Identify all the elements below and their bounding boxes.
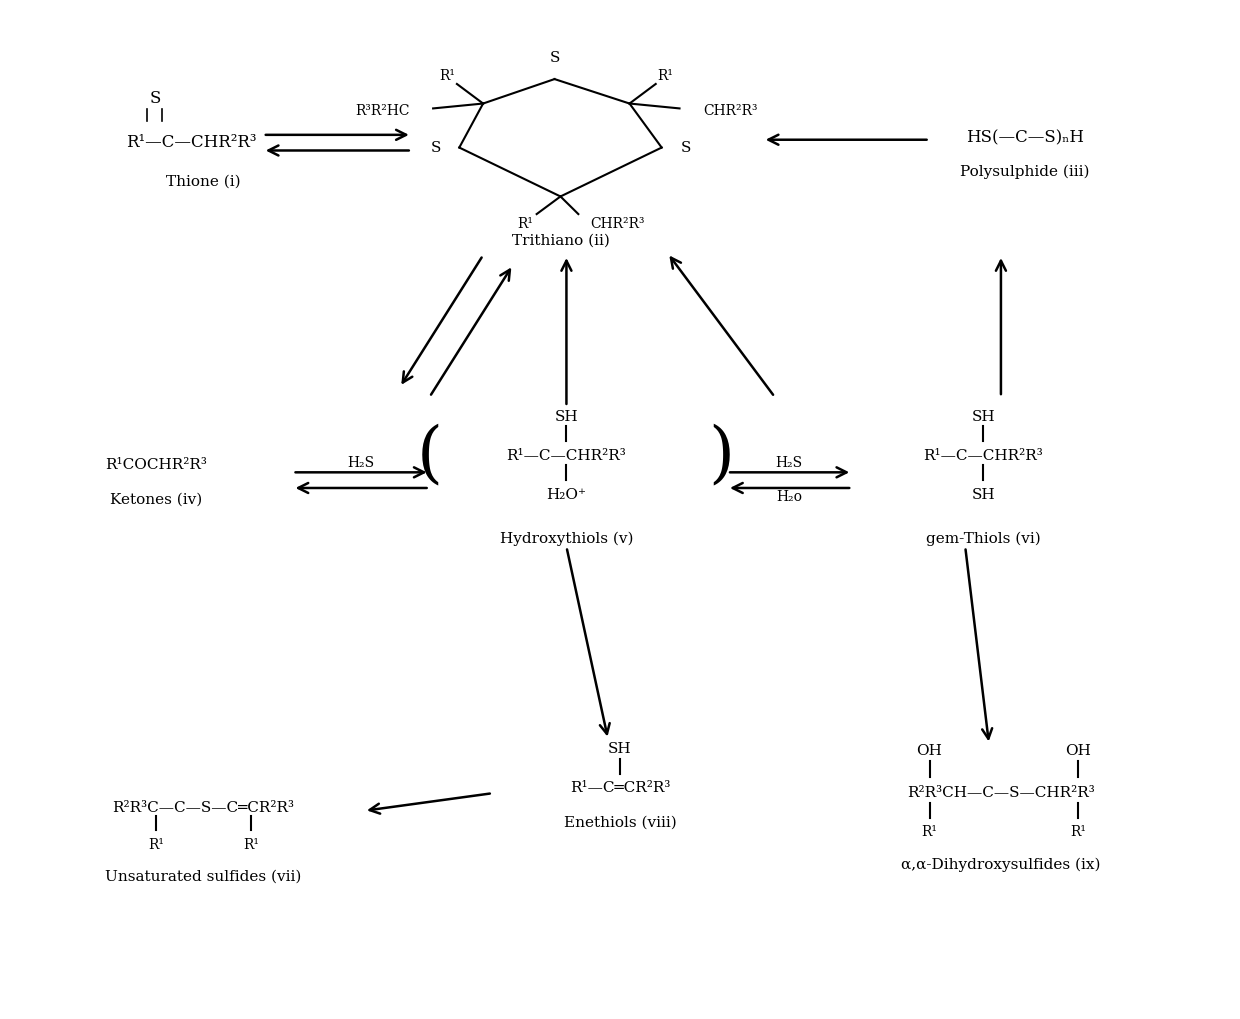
- Text: CHR²R³: CHR²R³: [703, 104, 758, 118]
- Text: Thione (i): Thione (i): [166, 175, 241, 189]
- Text: (: (: [417, 423, 443, 488]
- Text: H₂o: H₂o: [776, 490, 802, 503]
- Text: R¹: R¹: [439, 69, 455, 84]
- Text: S: S: [681, 141, 691, 155]
- Text: S: S: [150, 90, 161, 107]
- Text: OH: OH: [916, 744, 942, 758]
- Text: R³R²HC: R³R²HC: [355, 104, 409, 118]
- Text: S: S: [549, 51, 559, 64]
- Text: R¹: R¹: [148, 838, 164, 852]
- Text: Unsaturated sulfides (vii): Unsaturated sulfides (vii): [105, 869, 301, 883]
- Text: R¹: R¹: [657, 69, 673, 84]
- Text: OH: OH: [1065, 744, 1091, 758]
- Text: H₂S: H₂S: [775, 455, 802, 470]
- Text: gem-Thiols (vi): gem-Thiols (vi): [926, 532, 1040, 546]
- Text: CHR²R³: CHR²R³: [590, 217, 645, 231]
- Text: R¹: R¹: [517, 217, 533, 231]
- Text: R²R³C—C—S—C═CR²R³: R²R³C—C—S—C═CR²R³: [113, 801, 294, 815]
- Text: H₂O⁺: H₂O⁺: [547, 488, 587, 501]
- Text: ): ): [708, 423, 734, 488]
- Text: R¹—C—CHR²R³: R¹—C—CHR²R³: [924, 448, 1043, 463]
- Text: Ketones (iv): Ketones (iv): [109, 493, 202, 506]
- Text: α,α-Dihydroxysulfides (ix): α,α-Dihydroxysulfides (ix): [901, 857, 1101, 872]
- Text: R¹—C═CR²R³: R¹—C═CR²R³: [570, 782, 670, 795]
- Text: R¹: R¹: [921, 825, 937, 840]
- Text: SH: SH: [554, 410, 578, 424]
- Text: H₂S: H₂S: [347, 455, 374, 470]
- Text: Hydroxythiols (v): Hydroxythiols (v): [500, 532, 634, 546]
- Text: R¹COCHR²R³: R¹COCHR²R³: [105, 459, 207, 473]
- Text: R¹—C—CHR²R³: R¹—C—CHR²R³: [126, 135, 257, 151]
- Text: SH: SH: [971, 410, 994, 424]
- Text: Enethiols (viii): Enethiols (viii): [564, 815, 676, 829]
- Text: Polysulphide (iii): Polysulphide (iii): [960, 165, 1090, 179]
- Text: HS(—C—S)ₙH: HS(—C—S)ₙH: [966, 129, 1084, 147]
- Text: R¹: R¹: [243, 838, 259, 852]
- Text: SH: SH: [608, 742, 632, 756]
- Text: S: S: [430, 141, 440, 155]
- Text: SH: SH: [971, 488, 994, 501]
- Text: R²R³CH—C—S—CHR²R³: R²R³CH—C—S—CHR²R³: [906, 787, 1095, 800]
- Text: R¹: R¹: [1070, 825, 1086, 840]
- Text: Trithiano (ii): Trithiano (ii): [512, 233, 609, 248]
- Text: R¹—C—CHR²R³: R¹—C—CHR²R³: [507, 448, 626, 463]
